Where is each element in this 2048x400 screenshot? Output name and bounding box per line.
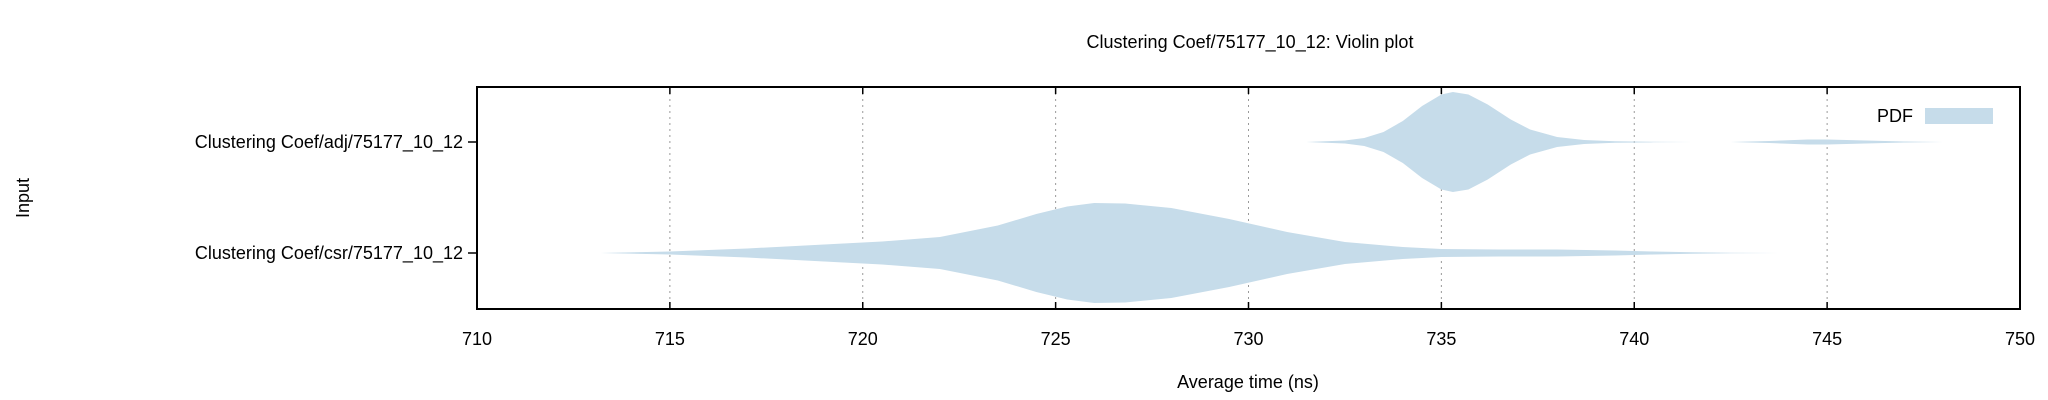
y-ticks: Clustering Coef/adj/75177_10_12 Clusterin… xyxy=(195,132,477,264)
legend: PDF xyxy=(1877,106,1993,126)
violin-csr xyxy=(600,203,1789,303)
chart-title: Clustering Coef/75177_10_12: Violin plot xyxy=(1087,32,1414,53)
x-ticks: 710 715 720 725 730 735 740 745 750 xyxy=(462,87,2035,349)
x-tick-label: 710 xyxy=(462,329,492,349)
y-tick-label: Clustering Coef/csr/75177_10_12 xyxy=(195,243,463,264)
y-tick-label: Clustering Coef/adj/75177_10_12 xyxy=(195,132,463,153)
x-tick-label: 740 xyxy=(1619,329,1649,349)
legend-label: PDF xyxy=(1877,106,1913,126)
x-axis-label: Average time (ns) xyxy=(1177,372,1319,392)
x-tick-label: 725 xyxy=(1041,329,1071,349)
x-tick-label: 735 xyxy=(1426,329,1456,349)
x-tick-label: 730 xyxy=(1233,329,1263,349)
violins xyxy=(600,92,1943,303)
legend-swatch xyxy=(1925,108,1993,124)
x-tick-label: 715 xyxy=(655,329,685,349)
x-tick-label: 750 xyxy=(2005,329,2035,349)
violin-adj xyxy=(1306,92,1943,192)
y-axis-label: Input xyxy=(13,178,33,218)
x-tick-label: 720 xyxy=(848,329,878,349)
x-tick-label: 745 xyxy=(1812,329,1842,349)
